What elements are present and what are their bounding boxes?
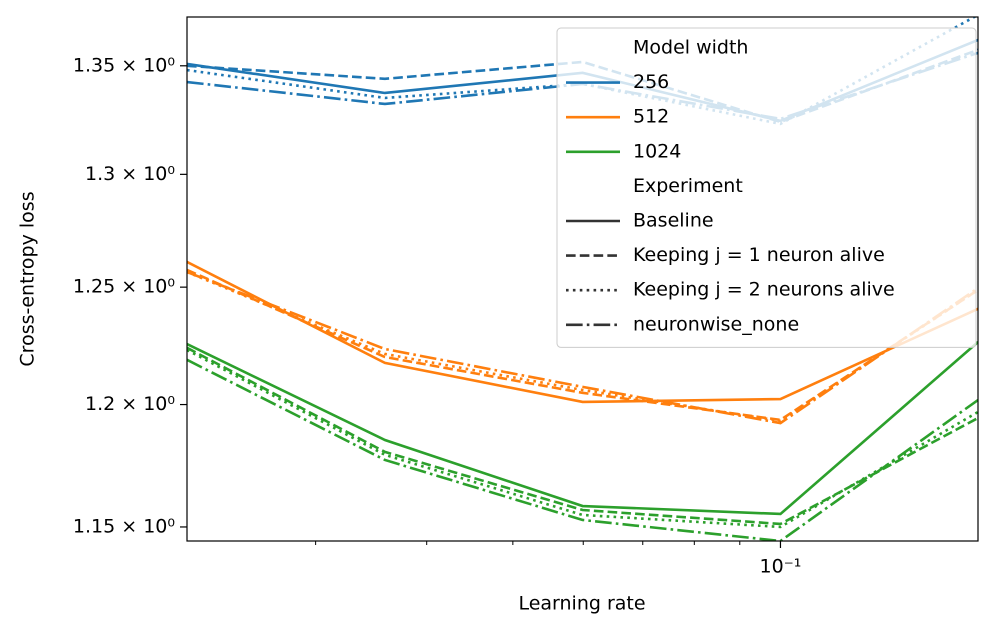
legend-label: 512	[633, 106, 669, 128]
y-axis-label: Cross-entropy loss	[17, 191, 39, 366]
legend-label: Baseline	[633, 210, 714, 232]
data-line	[187, 270, 978, 425]
legend-box	[556, 27, 977, 348]
y-tick-label: 1.3 × 10⁰	[85, 163, 175, 185]
legend-title: Experiment	[633, 175, 743, 197]
data-line	[187, 48, 978, 124]
y-tick-label: 1.15 × 10⁰	[73, 515, 175, 537]
legend-label: Keeping j = 1 neuron alive	[633, 244, 885, 266]
legend-title: Model width	[633, 37, 748, 59]
legend-label: 1024	[633, 140, 681, 162]
y-tick-label: 1.2 × 10⁰	[85, 393, 175, 415]
data-line	[187, 270, 978, 423]
data-line	[187, 348, 978, 529]
legend: Model width 256 512 1024 Experiment Baseline K…	[556, 27, 977, 348]
y-tick-label: 1.25 × 10⁰	[73, 276, 175, 298]
legend-label: 256	[633, 71, 669, 93]
data-line	[187, 17, 977, 126]
x-tick-label: 10⁻¹	[760, 556, 802, 578]
x-axis-label: Learning rate	[518, 593, 645, 615]
data-line	[187, 358, 978, 541]
data-line	[187, 340, 978, 516]
axes-frame	[186, 16, 979, 542]
y-tick-label: 1.35 × 10⁰	[73, 54, 175, 76]
legend-label: Keeping j = 2 neurons alive	[633, 279, 895, 301]
legend-label: neuronwise_none	[633, 313, 799, 335]
data-line	[187, 346, 978, 526]
